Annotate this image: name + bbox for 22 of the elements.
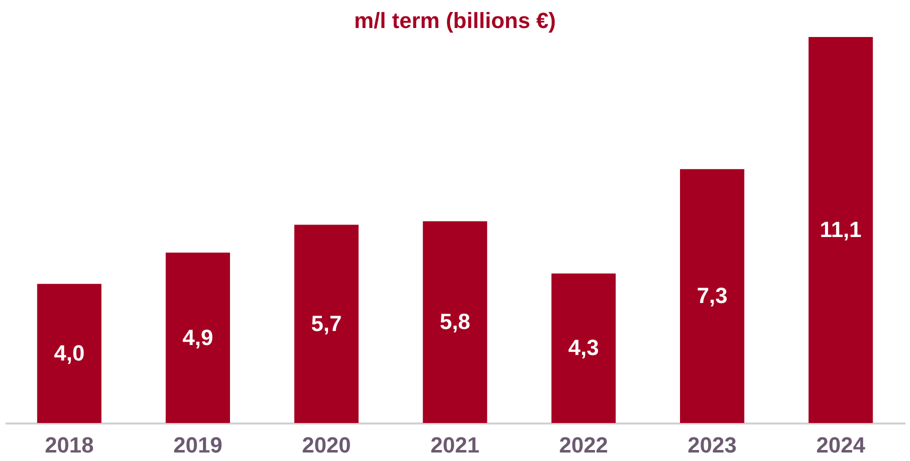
x-tick-label: 2024 — [816, 432, 866, 458]
x-tick-label: 2020 — [302, 432, 351, 458]
bar — [808, 37, 873, 423]
bar — [166, 252, 230, 423]
x-tick-label: 2019 — [173, 432, 222, 458]
bar — [294, 224, 359, 423]
bar — [422, 221, 488, 423]
x-tick-label: 2021 — [430, 432, 480, 458]
bar — [680, 169, 744, 423]
data-label: 5,8 — [440, 309, 470, 334]
chart-title: m/l term (billions €) — [354, 8, 556, 33]
data-label: 4,9 — [182, 324, 214, 350]
x-tick-label: 2022 — [559, 432, 608, 458]
x-tick-label: 2023 — [688, 432, 737, 458]
bar — [551, 273, 616, 423]
data-label: 5,7 — [311, 310, 342, 336]
data-label: 11,1 — [820, 217, 862, 242]
data-label: 4,0 — [54, 340, 85, 366]
data-label: 7,3 — [696, 283, 728, 308]
x-tick-label: 2018 — [44, 432, 94, 458]
bar — [37, 284, 102, 423]
data-label: 4,3 — [568, 335, 599, 360]
